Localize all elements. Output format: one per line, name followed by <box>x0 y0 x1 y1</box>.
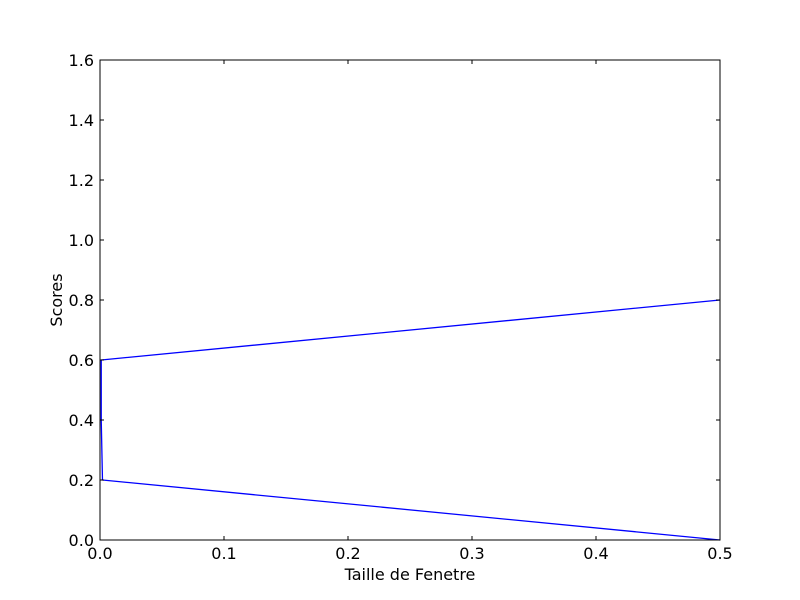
y-tick-label: 1.4 <box>69 111 94 130</box>
y-tick-label: 0.0 <box>69 531 94 550</box>
y-tick-label: 0.2 <box>69 471 94 490</box>
x-tick-label: 0.0 <box>87 544 112 563</box>
x-tick-label: 0.2 <box>335 544 360 563</box>
y-axis-label: Scores <box>47 273 66 326</box>
x-tick-label: 0.3 <box>459 544 484 563</box>
x-tick-label: 0.1 <box>211 544 236 563</box>
y-tick-label: 0.4 <box>69 411 94 430</box>
x-tick-label: 0.4 <box>583 544 608 563</box>
x-axis-label: Taille de Fenetre <box>344 565 476 584</box>
x-tick-label: 0.5 <box>707 544 732 563</box>
y-tick-label: 0.6 <box>69 351 94 370</box>
y-tick-label: 0.8 <box>69 291 94 310</box>
y-tick-label: 1.6 <box>69 51 94 70</box>
tick-marks <box>99 59 721 541</box>
tick-labels: 0.0 0.1 0.2 0.3 0.4 0.5 0.0 0.2 0.4 0.6 0.8 1.0 1.2 1… <box>69 51 733 563</box>
y-tick-label: 1.0 <box>69 231 94 250</box>
y-tick-label: 1.2 <box>69 171 94 190</box>
